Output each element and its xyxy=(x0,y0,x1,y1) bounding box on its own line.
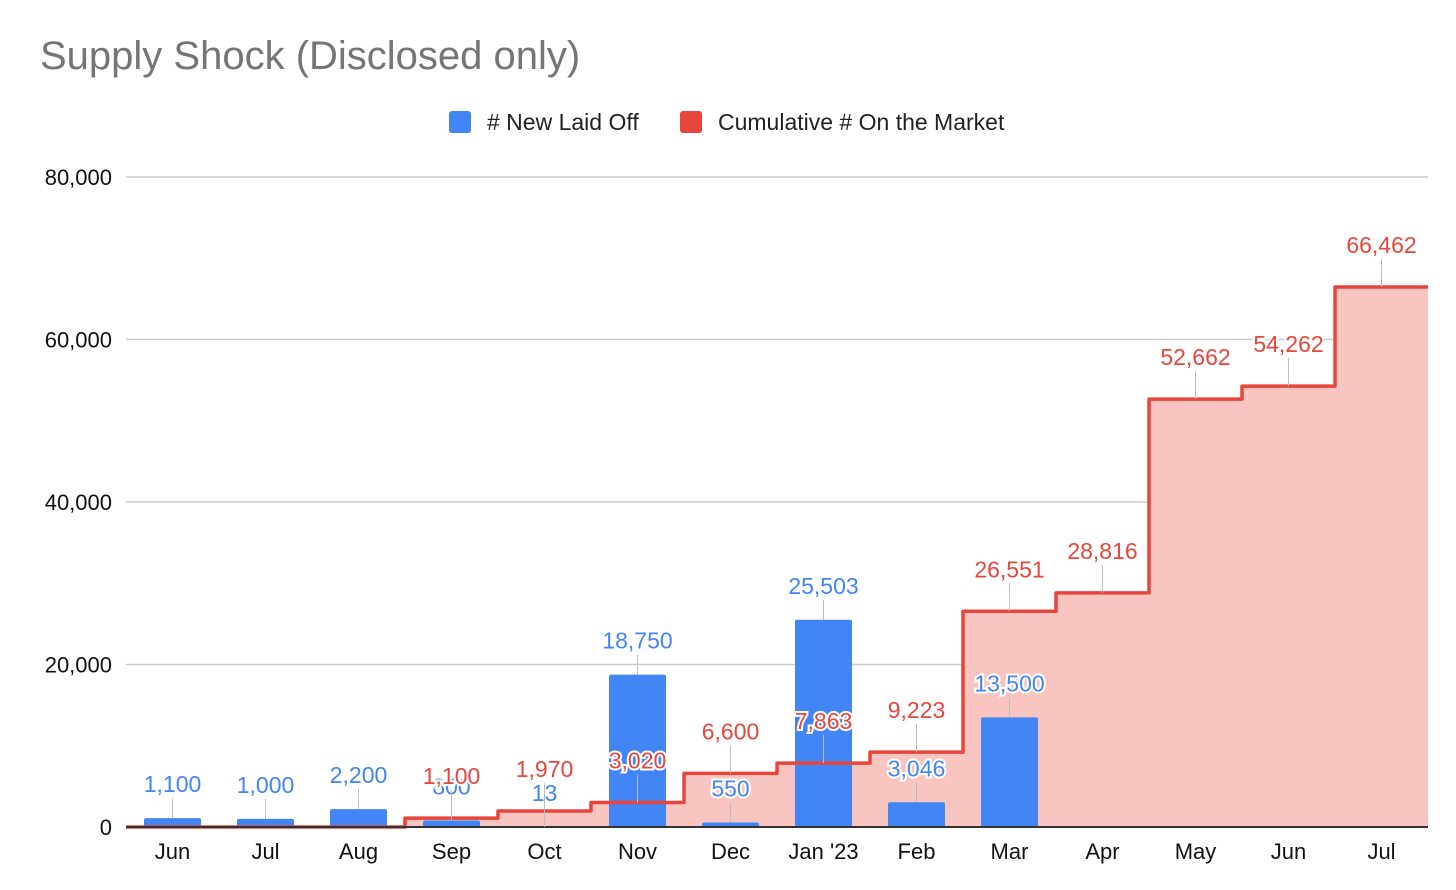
data-label-new-laid-off: 1,000 xyxy=(237,772,295,798)
x-tick-label: Jun xyxy=(155,839,190,864)
x-tick-label: Sep xyxy=(432,839,471,864)
bar-new-laid-off xyxy=(423,820,480,827)
data-label-cumulative: 66,462 xyxy=(1346,232,1416,258)
data-label-new-laid-off: 3,046 xyxy=(888,755,946,781)
x-tick-label: Nov xyxy=(618,839,657,864)
x-tick-label: Jan '23 xyxy=(788,839,858,864)
legend-label-new-laid-off: # New Laid Off xyxy=(487,108,639,135)
x-tick-label: May xyxy=(1175,839,1217,864)
bar-new-laid-off xyxy=(702,822,759,827)
data-label-new-laid-off: 13,500 xyxy=(974,670,1044,696)
x-tick-label: Aug xyxy=(339,839,378,864)
data-label-cumulative: 9,223 xyxy=(888,697,946,723)
bar-new-laid-off xyxy=(144,818,201,827)
bar-new-laid-off xyxy=(795,619,852,827)
data-label-cumulative: 28,816 xyxy=(1067,538,1137,564)
legend-item-new-laid-off[interactable]: # New Laid Off xyxy=(449,106,639,138)
x-tick-label: Jun xyxy=(1271,839,1306,864)
bar-new-laid-off xyxy=(330,809,387,827)
data-label-cumulative: 52,662 xyxy=(1160,344,1230,370)
x-tick-label: Jul xyxy=(251,839,279,864)
y-tick-label: 0 xyxy=(100,815,112,840)
bar-new-laid-off xyxy=(981,717,1038,827)
data-label-new-laid-off: 1,100 xyxy=(144,771,202,797)
data-label-cumulative: 3,020 xyxy=(609,747,667,773)
legend: # New Laid Off Cumulative # On the Marke… xyxy=(0,106,1456,138)
y-tick-label: 80,000 xyxy=(45,165,112,190)
legend-item-cumulative[interactable]: Cumulative # On the Market xyxy=(680,106,1004,138)
data-label-new-laid-off: 550 xyxy=(711,776,749,802)
data-label-cumulative: 54,262 xyxy=(1253,331,1323,357)
bar-new-laid-off xyxy=(888,802,945,827)
data-label-new-laid-off: 25,503 xyxy=(788,573,858,599)
legend-label-cumulative: Cumulative # On the Market xyxy=(718,108,1005,135)
legend-swatch-cumulative xyxy=(680,111,702,133)
x-tick-label: Dec xyxy=(711,839,750,864)
chart-title: Supply Shock (Disclosed only) xyxy=(40,34,581,78)
y-tick-label: 60,000 xyxy=(45,328,112,353)
y-tick-label: 20,000 xyxy=(45,653,112,678)
data-label-cumulative: 7,863 xyxy=(795,708,853,734)
bar-new-laid-off xyxy=(237,818,294,827)
bar-new-laid-off xyxy=(609,674,666,827)
data-label-new-laid-off: 18,750 xyxy=(602,628,672,654)
data-label-cumulative: 26,551 xyxy=(974,556,1044,582)
x-tick-label: Oct xyxy=(527,839,561,864)
x-tick-label: Apr xyxy=(1085,839,1119,864)
data-label-cumulative: 1,100 xyxy=(423,763,481,789)
x-tick-label: Feb xyxy=(898,839,936,864)
x-tick-label: Jul xyxy=(1367,839,1395,864)
data-label-cumulative: 6,600 xyxy=(702,718,760,744)
legend-swatch-new-laid-off xyxy=(449,111,471,133)
data-label-new-laid-off: 2,200 xyxy=(330,762,388,788)
y-tick-label: 40,000 xyxy=(45,490,112,515)
cumulative-area xyxy=(126,287,1428,827)
data-label-cumulative: 1,970 xyxy=(516,756,574,782)
x-tick-label: Mar xyxy=(991,839,1029,864)
